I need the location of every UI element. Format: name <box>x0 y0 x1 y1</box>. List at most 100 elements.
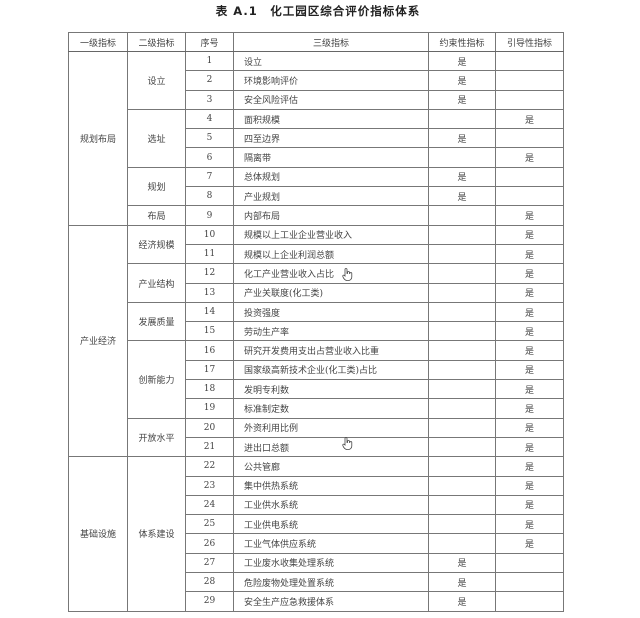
guiding-cell <box>495 591 564 612</box>
seq-cell: 2 <box>185 70 234 91</box>
level2-cell: 规划 <box>127 166 186 207</box>
header-guiding: 引导性指标 <box>495 32 564 52</box>
binding-cell <box>428 436 496 458</box>
guiding-cell <box>495 552 564 574</box>
level3-cell: 外资利用比例 <box>233 417 429 438</box>
level2-cell: 体系建设 <box>127 456 186 612</box>
level3-cell: 研究开发费用支出占营业收入比重 <box>233 340 429 361</box>
table-row: 规划 7 总体规划是 <box>69 166 564 207</box>
level3-cell: 集中供热系统 <box>233 475 429 496</box>
guiding-cell: 是 <box>495 321 564 342</box>
seq-cell: 27 <box>185 552 234 574</box>
seq-cell: 8 <box>185 186 234 207</box>
guiding-cell <box>495 128 564 149</box>
seq-cell: 17 <box>185 359 234 381</box>
header-seq: 序号 <box>185 32 234 52</box>
binding-cell <box>428 224 496 245</box>
binding-cell: 是 <box>428 166 496 188</box>
seq-cell: 25 <box>185 514 234 535</box>
guiding-cell: 是 <box>495 436 564 458</box>
binding-cell: 是 <box>428 186 496 207</box>
level3-cell: 产业关联度(化工类) <box>233 282 429 303</box>
guiding-cell: 是 <box>495 359 564 381</box>
binding-cell <box>428 475 496 496</box>
level3-cell: 发明专利数 <box>233 379 429 400</box>
guiding-cell: 是 <box>495 243 564 265</box>
guiding-cell: 是 <box>495 494 564 516</box>
table-row: 18 发明专利数 是 <box>69 379 564 400</box>
guiding-cell: 是 <box>495 475 564 496</box>
guiding-cell: 是 <box>495 398 564 419</box>
binding-cell <box>428 417 496 438</box>
guiding-cell: 是 <box>495 205 564 226</box>
seq-cell: 21 <box>185 436 234 458</box>
level2-cell: 选址 <box>127 108 186 168</box>
level3-cell: 劳动生产率 <box>233 321 429 342</box>
binding-cell: 是 <box>428 591 496 612</box>
binding-cell <box>428 263 496 284</box>
seq-cell: 10 <box>185 224 234 245</box>
binding-cell <box>428 340 496 361</box>
level3-cell: 进出口总额 <box>233 436 429 458</box>
table-row: 规划布局 设立 1 设立是 <box>68 50 564 226</box>
guiding-cell: 是 <box>495 224 564 245</box>
guiding-cell: 是 <box>495 147 564 168</box>
guiding-cell <box>495 50 564 72</box>
level3-cell: 总体规划 <box>233 166 429 188</box>
binding-cell <box>428 379 496 400</box>
level3-cell: 工业供水系统 <box>233 494 429 516</box>
binding-cell <box>428 108 496 130</box>
binding-cell <box>428 147 496 168</box>
binding-cell <box>428 205 496 226</box>
binding-cell <box>428 456 496 477</box>
binding-cell <box>428 243 496 265</box>
seq-cell: 19 <box>185 398 234 419</box>
level3-cell: 安全风险评估 <box>233 89 429 110</box>
guiding-cell <box>495 89 564 110</box>
level3-cell: 危险废物处理处置系统 <box>233 572 429 593</box>
seq-cell: 15 <box>185 321 234 342</box>
table-row: 发展质量 14 投资强度是 <box>69 301 564 342</box>
binding-cell: 是 <box>428 89 496 110</box>
table-row: 产业经济 经济规模 10 规模以上工业企业营业收入是 <box>68 224 564 458</box>
binding-cell: 是 <box>428 552 496 574</box>
binding-cell <box>428 359 496 381</box>
binding-cell <box>428 494 496 516</box>
table-row: 23 集中供热系统 是 <box>69 475 564 496</box>
level3-cell: 化工产业营业收入占比 <box>233 263 429 284</box>
guiding-cell: 是 <box>495 379 564 400</box>
table-row: 基础设施 体系建设 22 公共管廊是 <box>68 456 564 612</box>
level3-cell: 标准制定数 <box>233 398 429 419</box>
table-row: 布局 9 内部布局 是 <box>69 205 564 226</box>
level2-cell: 经济规模 <box>127 224 186 265</box>
guiding-cell: 是 <box>495 514 564 535</box>
table-row: 11 规模以上企业利润总额 是 <box>69 243 564 265</box>
seq-cell: 5 <box>185 128 234 149</box>
level2-cell: 设立 <box>127 51 186 110</box>
guiding-cell: 是 <box>495 263 564 284</box>
guiding-cell <box>495 572 564 593</box>
table-row: 27 工业废水收集处理系统是 <box>69 552 564 574</box>
binding-cell <box>428 321 496 342</box>
seq-cell: 13 <box>185 282 234 303</box>
binding-cell <box>428 398 496 419</box>
level3-cell: 环境影响评价 <box>233 70 429 91</box>
level2-cell: 布局 <box>127 205 186 226</box>
seq-cell: 1 <box>185 50 234 72</box>
seq-cell: 3 <box>185 89 234 110</box>
level3-cell: 安全生产应急救援体系 <box>233 591 429 612</box>
level1-cell: 规划布局 <box>68 51 128 226</box>
table-row: 28 危险废物处理处置系统是 <box>69 572 564 593</box>
binding-cell: 是 <box>428 128 496 149</box>
seq-cell: 18 <box>185 379 234 400</box>
binding-cell <box>428 282 496 303</box>
level3-cell: 公共管廊 <box>233 456 429 477</box>
level3-cell: 工业废水收集处理系统 <box>233 552 429 574</box>
header-level3: 三级指标 <box>233 32 429 52</box>
level3-cell: 产业规划 <box>233 186 429 207</box>
level3-cell: 国家级高新技术企业(化工类)占比 <box>233 359 429 381</box>
indicator-table: 一级指标 二级指标 序号 三级指标 约束性指标 引导性指标 规划布局 设立 1 设立是… <box>68 32 564 612</box>
table-row: 开放水平 20 外资利用比例是 <box>69 417 564 458</box>
seq-cell: 26 <box>185 533 234 554</box>
seq-cell: 20 <box>185 417 234 438</box>
